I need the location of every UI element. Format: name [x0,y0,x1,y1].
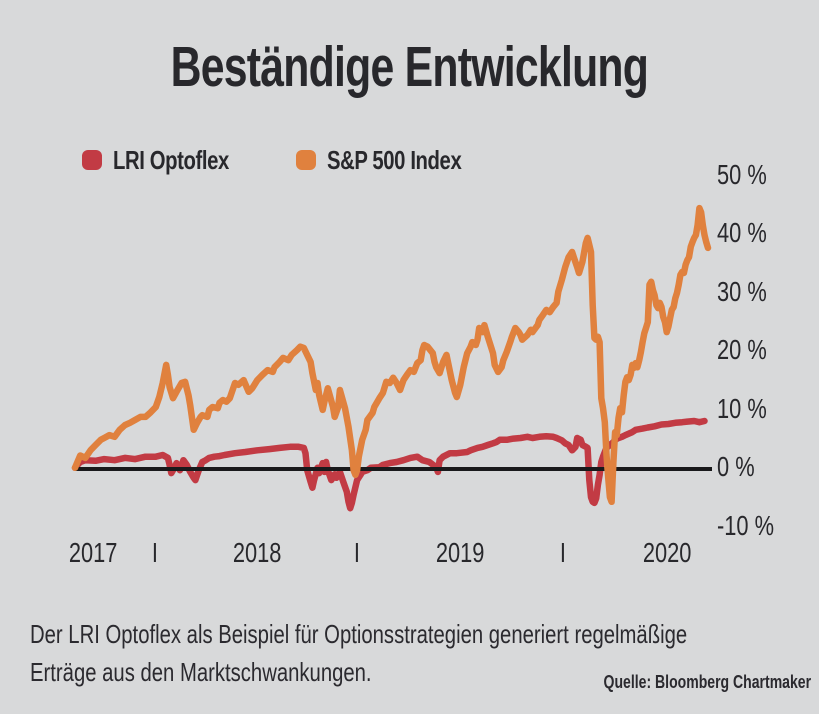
x-tick-mid-2019: I [559,537,567,568]
legend-swatch-orange-icon [295,150,316,170]
series-group-sp500 [71,204,712,506]
legend-label-sp500: S&P 500 Index [326,144,462,175]
y-tick-0: 0 % [717,451,755,482]
caption-line-2: Erträge aus den Marktschwankungen. [30,657,372,687]
caption-line-1: Der LRI Optoflex als Beispiel für Option… [30,619,688,649]
series-line-s-p-500-index [71,204,712,506]
legend-item-lri-optoflex: LRI Optoflex [82,145,262,176]
chart-caption: Der LRI Optoflex als Beispiel für Option… [30,615,819,691]
y-tick-30: 30 % [717,276,767,307]
x-tick-2018: 2018 [232,537,282,568]
y-tick-10: 10 % [717,393,767,424]
y-tick-neg10: -10 % [717,510,775,541]
y-tick-40: 40 % [717,217,767,248]
x-tick-mid-2017: I [151,537,159,568]
legend-swatch-red-icon [82,150,102,170]
x-tick-2020: 2020 [642,537,692,568]
page-title: Beständige Entwicklung [170,35,649,99]
chart-legend: LRI Optoflex S&P 500 Index [82,144,499,176]
y-tick-50: 50 % [717,159,767,190]
x-tick-2019: 2019 [435,537,485,568]
x-tick-2017: 2017 [68,537,118,568]
y-tick-20: 20 % [717,334,767,365]
x-tick-mid-2018: I [353,537,361,568]
legend-item-sp500: S&P 500 Index [295,144,499,176]
source-credit: Quelle: Bloomberg Chartmaker [603,672,811,692]
legend-label-lri-optoflex: LRI Optoflex [113,144,229,175]
